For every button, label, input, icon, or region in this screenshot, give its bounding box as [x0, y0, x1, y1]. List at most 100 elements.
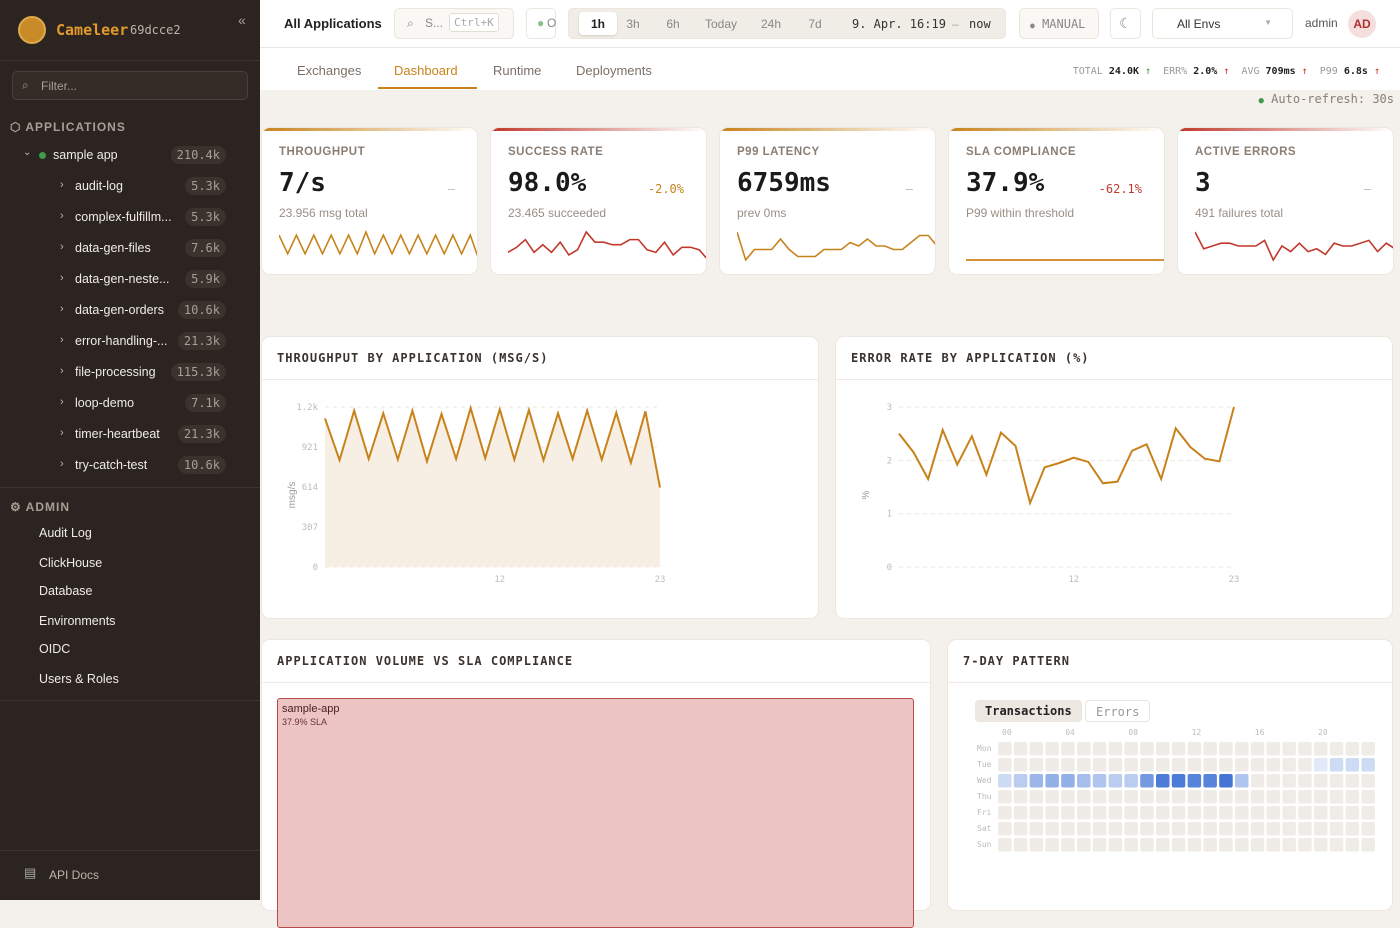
heatmap-cell[interactable]: [1314, 838, 1328, 852]
heatmap-cell[interactable]: [1330, 774, 1344, 788]
heatmap-cell[interactable]: [1045, 774, 1059, 788]
heatmap-cell[interactable]: [1061, 790, 1075, 804]
heatmap-cell[interactable]: [1203, 774, 1217, 788]
heatmap-cell[interactable]: [1124, 806, 1138, 820]
theme-toggle-moon-icon[interactable]: ☾: [1110, 8, 1141, 39]
heatmap-cell[interactable]: [1093, 838, 1107, 852]
heatmap-cell[interactable]: [1188, 758, 1202, 772]
heatmap-cell[interactable]: [1267, 790, 1281, 804]
heatmap-cell[interactable]: [1014, 806, 1028, 820]
heatmap-cell[interactable]: [1172, 790, 1186, 804]
heatmap-cell[interactable]: [1267, 774, 1281, 788]
heatmap-cell[interactable]: [1298, 774, 1312, 788]
heatmap-cell[interactable]: [1282, 838, 1296, 852]
heatmap-cell[interactable]: [1298, 758, 1312, 772]
heatmap-cell[interactable]: [1077, 758, 1091, 772]
heatmap-cell[interactable]: [1061, 806, 1075, 820]
heatmap-cell[interactable]: [1219, 838, 1233, 852]
status-indicator[interactable]: ●O: [526, 8, 556, 39]
heatmap-cell[interactable]: [1140, 790, 1154, 804]
heatmap-cell[interactable]: [1093, 774, 1107, 788]
heatmap-cell[interactable]: [1140, 806, 1154, 820]
heatmap-cell[interactable]: [1298, 822, 1312, 836]
toggle-transactions[interactable]: Transactions: [975, 700, 1082, 722]
heatmap-cell[interactable]: [1314, 806, 1328, 820]
heatmap-cell[interactable]: [1045, 806, 1059, 820]
route-item[interactable]: ›complex-fulfillm...5.3k: [0, 205, 260, 231]
heatmap-cell[interactable]: [1251, 774, 1265, 788]
heatmap-cell[interactable]: [1188, 790, 1202, 804]
heatmap-cell[interactable]: [1093, 822, 1107, 836]
heatmap-cell[interactable]: [1282, 742, 1296, 756]
heatmap-cell[interactable]: [1172, 742, 1186, 756]
heatmap-cell[interactable]: [1251, 758, 1265, 772]
range-option[interactable]: 6h: [659, 12, 687, 35]
heatmap-cell[interactable]: [1124, 790, 1138, 804]
heatmap-cell[interactable]: [1251, 822, 1265, 836]
heatmap-cell[interactable]: [1156, 838, 1170, 852]
heatmap-cell[interactable]: [1093, 806, 1107, 820]
heatmap-cell[interactable]: [1093, 742, 1107, 756]
heatmap-cell[interactable]: [1109, 742, 1123, 756]
heatmap-cell[interactable]: [1061, 838, 1075, 852]
heatmap-cell[interactable]: [1156, 806, 1170, 820]
heatmap-cell[interactable]: [1045, 758, 1059, 772]
app-sample-app[interactable]: ⌄ sample app 210.4k: [0, 143, 260, 169]
heatmap-cell[interactable]: [1124, 742, 1138, 756]
filter-input[interactable]: ⌕Filter...: [12, 71, 248, 100]
admin-item[interactable]: Database: [39, 584, 93, 598]
heatmap-cell[interactable]: [1282, 822, 1296, 836]
heatmap-cell[interactable]: [1030, 758, 1044, 772]
heatmap-cell[interactable]: [1061, 822, 1075, 836]
heatmap-cell[interactable]: [1282, 774, 1296, 788]
admin-item[interactable]: Audit Log: [39, 526, 92, 540]
heatmap-cell[interactable]: [1156, 742, 1170, 756]
heatmap-cell[interactable]: [1235, 758, 1249, 772]
heatmap-cell[interactable]: [1109, 774, 1123, 788]
heatmap-cell[interactable]: [1251, 790, 1265, 804]
heatmap-cell[interactable]: [1172, 806, 1186, 820]
heatmap-cell[interactable]: [1014, 774, 1028, 788]
heatmap-cell[interactable]: [1030, 790, 1044, 804]
heatmap-cell[interactable]: [1330, 790, 1344, 804]
range-option[interactable]: 3h: [619, 12, 647, 35]
heatmap-cell[interactable]: [1188, 822, 1202, 836]
heatmap-cell[interactable]: [1346, 774, 1360, 788]
avatar[interactable]: AD: [1348, 10, 1376, 38]
heatmap-cell[interactable]: [1093, 758, 1107, 772]
heatmap-cell[interactable]: [1203, 758, 1217, 772]
heatmap-cell[interactable]: [1203, 742, 1217, 756]
heatmap-cell[interactable]: [1361, 806, 1375, 820]
heatmap-cell[interactable]: [1124, 838, 1138, 852]
tab-exchanges[interactable]: Exchanges: [297, 63, 361, 78]
heatmap-cell[interactable]: [998, 822, 1012, 836]
heatmap-cell[interactable]: [1235, 774, 1249, 788]
heatmap-cell[interactable]: [1361, 790, 1375, 804]
heatmap-cell[interactable]: [1109, 838, 1123, 852]
applications-header[interactable]: ⬡ APPLICATIONS: [10, 120, 126, 134]
heatmap-cell[interactable]: [998, 758, 1012, 772]
heatmap-cell[interactable]: [1346, 806, 1360, 820]
heatmap-cell[interactable]: [1298, 806, 1312, 820]
heatmap-cell[interactable]: [1124, 774, 1138, 788]
admin-item[interactable]: Environments: [39, 614, 115, 628]
heatmap-cell[interactable]: [1298, 742, 1312, 756]
heatmap-cell[interactable]: [1156, 790, 1170, 804]
toggle-errors[interactable]: Errors: [1085, 700, 1150, 722]
heatmap-cell[interactable]: [1014, 742, 1028, 756]
admin-item[interactable]: ClickHouse: [39, 556, 102, 570]
heatmap-cell[interactable]: [1140, 742, 1154, 756]
tab-dashboard[interactable]: Dashboard: [394, 63, 458, 78]
heatmap-cell[interactable]: [1140, 758, 1154, 772]
heatmap-cell[interactable]: [1267, 742, 1281, 756]
heatmap-cell[interactable]: [1282, 806, 1296, 820]
route-item[interactable]: ›data-gen-neste...5.9k: [0, 267, 260, 293]
heatmap-cell[interactable]: [1093, 790, 1107, 804]
api-docs-link[interactable]: API Docs: [49, 868, 99, 882]
range-to[interactable]: now: [969, 17, 991, 31]
heatmap-cell[interactable]: [1030, 822, 1044, 836]
heatmap-cell[interactable]: [1219, 742, 1233, 756]
